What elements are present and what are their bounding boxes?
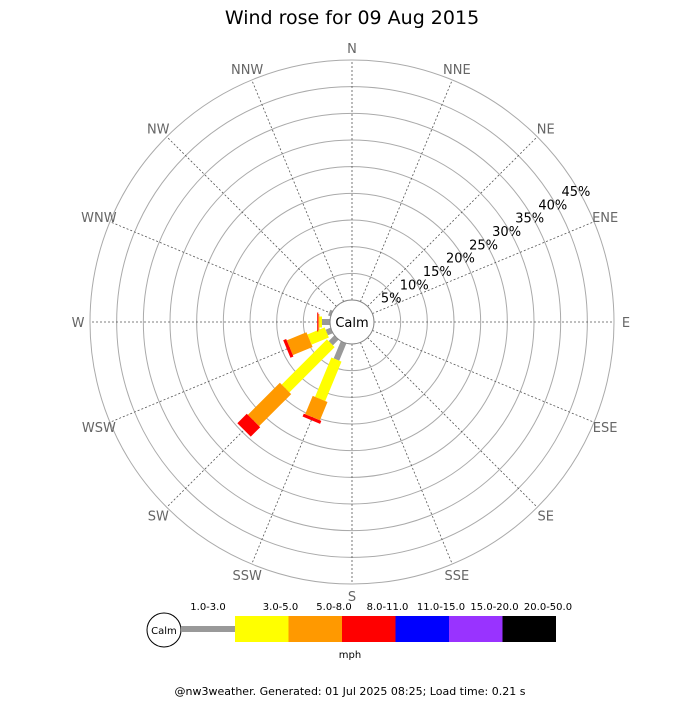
- direction-label-ene: ENE: [592, 211, 618, 226]
- radial-tick-label: 20%: [446, 252, 475, 267]
- wind-bar-sw-5.0-8.0: [247, 382, 292, 427]
- wind-bar-sw-8.0-11.0: [237, 413, 261, 437]
- radial-tick-label: 25%: [469, 238, 498, 253]
- legend-label-1.0-3.0: 1.0-3.0: [190, 602, 225, 613]
- calm-circle: [329, 299, 375, 345]
- direction-label-wsw: WSW: [82, 421, 116, 436]
- wind-bar-wsw-3.0-5.0: [307, 327, 329, 345]
- grid-ring: [89, 59, 615, 585]
- direction-label-ne: NE: [537, 122, 555, 137]
- wind-bar-wsw-1.0-3.0: [325, 327, 333, 336]
- chart-title: Wind rose for 09 Aug 2015: [225, 7, 479, 29]
- wind-bar-ssw-1.0-3.0: [333, 341, 347, 361]
- legend-label-11.0-15.0: 11.0-15.0: [417, 602, 465, 613]
- direction-label-sw: SW: [148, 510, 169, 525]
- wind-bar-ssw-5.0-8.0: [305, 395, 328, 421]
- legend-swatch-3.0-5.0: [235, 616, 289, 642]
- spoke-sse: [360, 342, 453, 565]
- spoke-ese: [372, 330, 595, 423]
- legend-label-8.0-11.0: 8.0-11.0: [367, 602, 409, 613]
- direction-label-w: W: [72, 316, 85, 331]
- direction-label-nw: NW: [147, 122, 170, 137]
- legend-swatch-8.0-11.0: [342, 616, 396, 642]
- radial-tick-label: 35%: [515, 212, 544, 227]
- radial-tick-label: 40%: [538, 198, 567, 213]
- direction-label-n: N: [347, 42, 357, 57]
- grid-ring: [142, 112, 562, 532]
- wind-bar-wsw-8.0-11.0: [283, 338, 294, 358]
- legend-label-5.0-8.0: 5.0-8.0: [316, 602, 351, 613]
- radial-tick-label: 5%: [381, 292, 402, 307]
- legend-swatch-11.0-15.0: [395, 616, 449, 642]
- legend-swatch-20.0-50.0: [502, 616, 556, 642]
- spoke-nne: [360, 79, 453, 302]
- legend-label-3.0-5.0: 3.0-5.0: [263, 602, 298, 613]
- spoke-nw: [166, 136, 337, 307]
- legend-label-20.0-50.0: 20.0-50.0: [524, 602, 572, 613]
- direction-label-wnw: WNW: [81, 211, 117, 226]
- direction-label-sse: SSE: [444, 569, 469, 584]
- radial-tick-label: 30%: [492, 225, 521, 240]
- direction-label-ese: ESE: [593, 421, 618, 436]
- legend-calm-label: Calm: [151, 626, 177, 637]
- grid-ring: [222, 192, 482, 452]
- legend-swatch-5.0-8.0: [288, 616, 342, 642]
- radial-tick-label: 10%: [400, 278, 429, 293]
- spoke-nnw: [251, 79, 344, 302]
- footer-text: @nw3weather. Generated: 01 Jul 2025 08:2…: [175, 685, 526, 698]
- calm-label: Calm: [335, 316, 368, 331]
- radial-tick-label: 15%: [423, 265, 452, 280]
- grid-ring: [302, 272, 402, 372]
- wind-bar-sw-3.0-5.0: [281, 339, 335, 393]
- spoke-wnw: [109, 221, 332, 314]
- spoke-se: [367, 337, 538, 508]
- direction-label-ssw: SSW: [232, 569, 262, 584]
- legend-unit-label: mph: [339, 650, 361, 661]
- legend-label-15.0-20.0: 15.0-20.0: [470, 602, 518, 613]
- legend-swatch-15.0-20.0: [449, 616, 503, 642]
- direction-label-e: E: [622, 316, 630, 331]
- wind-bar-sw-1.0-3.0: [328, 335, 339, 346]
- wind-bar-ssw-3.0-5.0: [315, 357, 342, 402]
- direction-label-se: SE: [538, 510, 554, 525]
- radial-tick-label: 45%: [561, 185, 590, 200]
- spoke-ne: [367, 136, 538, 307]
- wind-bar-wsw-5.0-8.0: [286, 332, 313, 356]
- wind-bar-ssw-8.0-11.0: [302, 413, 322, 424]
- direction-label-nnw: NNW: [231, 63, 263, 78]
- direction-label-nne: NNE: [443, 63, 471, 78]
- spoke-ene: [372, 221, 595, 314]
- direction-label-s: S: [348, 590, 356, 605]
